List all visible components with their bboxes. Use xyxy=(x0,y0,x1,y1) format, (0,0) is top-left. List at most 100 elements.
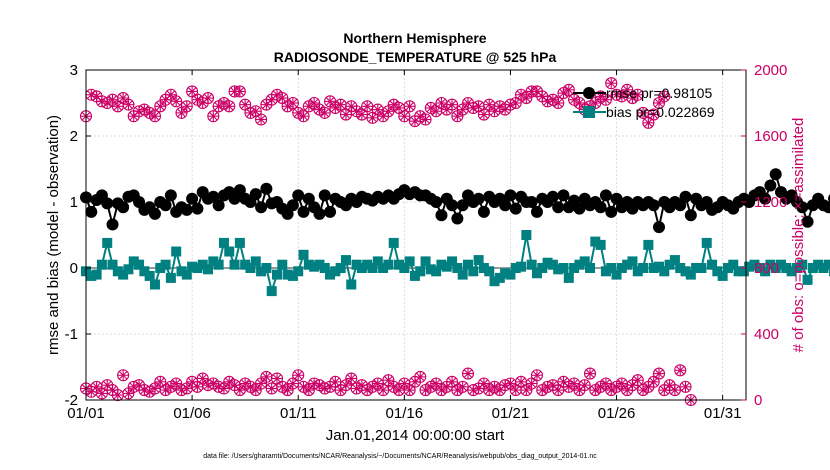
legend-rmse-label: rmse pr=0.98105 xyxy=(606,85,712,101)
bias-marker xyxy=(590,236,601,247)
obs-assimilated-marker xyxy=(563,381,575,393)
obs-assimilated-marker xyxy=(404,100,416,112)
bias-marker xyxy=(569,263,580,273)
rmse-marker xyxy=(249,188,262,201)
rmse-marker xyxy=(117,201,130,214)
bias-marker xyxy=(786,266,797,277)
bias-marker xyxy=(685,269,696,280)
obs-assimilated-marker xyxy=(435,384,447,396)
obs-assimilated-marker xyxy=(234,384,246,396)
rmse-marker xyxy=(525,196,538,208)
obs-assimilated-marker xyxy=(292,369,304,381)
y-axis-right-label: # of obs: o=possible; ×=assimilated xyxy=(790,118,807,353)
rmse-marker xyxy=(456,199,469,212)
bias-marker xyxy=(701,237,712,248)
rmse-series xyxy=(80,168,830,234)
obs-assimilated-marker xyxy=(563,84,575,96)
bias-marker xyxy=(340,255,351,266)
bias-marker xyxy=(250,256,261,267)
obs-assimilated-marker xyxy=(478,378,490,389)
obs-assimilated-marker xyxy=(398,378,410,389)
bias-marker xyxy=(394,259,405,270)
bias-marker xyxy=(383,259,394,270)
plot-frame xyxy=(85,69,747,401)
bias-marker xyxy=(261,263,272,273)
bias-marker xyxy=(218,237,229,248)
bias-marker xyxy=(653,261,664,272)
rmse-marker xyxy=(684,209,697,222)
bias-marker xyxy=(770,263,781,273)
rmse-marker xyxy=(546,190,559,203)
x-tick-label: 01/26 xyxy=(598,405,636,422)
rmse-marker xyxy=(318,189,331,202)
obs-assimilated-marker xyxy=(149,382,161,394)
bias-marker xyxy=(547,259,558,270)
obs-assimilated-marker xyxy=(674,364,686,376)
obs-assimilated-marker xyxy=(329,376,341,388)
bias-marker xyxy=(229,259,240,270)
bias-marker xyxy=(351,259,362,270)
bias-marker xyxy=(579,256,590,267)
rmse-marker xyxy=(435,209,448,222)
obs-assimilated-marker xyxy=(483,99,495,111)
bias-marker xyxy=(791,263,802,273)
bias-marker xyxy=(271,269,282,280)
bias-marker xyxy=(287,270,298,281)
bias-marker xyxy=(563,272,574,283)
bias-marker xyxy=(776,259,787,270)
obs-assimilated-marker xyxy=(489,381,501,393)
bias-marker xyxy=(489,276,500,287)
obs-assimilated-marker xyxy=(430,105,442,117)
obs-assimilated-marker xyxy=(165,89,177,101)
obs-assimilated-marker xyxy=(239,378,251,389)
obs-assimilated-marker xyxy=(133,379,145,391)
bias-marker xyxy=(425,264,436,275)
bias-marker xyxy=(600,266,611,277)
y-right-tick-label: 2000 xyxy=(754,62,787,79)
x-tick-label: 01/11 xyxy=(280,405,316,422)
rmse-marker xyxy=(759,192,772,205)
rmse-marker xyxy=(652,221,665,234)
bias-marker xyxy=(505,269,516,280)
bias-marker xyxy=(542,257,553,268)
rmse-marker xyxy=(302,192,315,205)
obs-assimilated-marker xyxy=(616,378,628,389)
obs-assimilated-marker xyxy=(680,381,692,393)
obs-assimilated-marker xyxy=(409,115,421,127)
rmse-marker xyxy=(796,201,809,214)
bias-marker xyxy=(139,266,150,277)
bias-marker xyxy=(754,263,765,273)
bias-marker xyxy=(712,266,723,277)
obs-assimilated-marker xyxy=(122,99,134,111)
obs-assimilated-marker xyxy=(372,104,384,116)
bias-marker xyxy=(112,266,123,277)
obs-assimilated-marker xyxy=(557,376,569,388)
bias-marker xyxy=(526,259,537,270)
bias-marker xyxy=(680,266,691,277)
bias-marker xyxy=(616,263,627,273)
bias-marker xyxy=(346,279,357,290)
bias-marker xyxy=(118,269,129,280)
bias-marker xyxy=(494,272,505,283)
bias-marker xyxy=(441,261,452,272)
rmse-marker xyxy=(106,218,119,231)
bias-marker xyxy=(749,259,760,270)
rmse-marker xyxy=(599,189,612,202)
obs-assimilated-marker xyxy=(361,100,373,112)
obs-assimilated-marker xyxy=(451,110,463,122)
bias-marker xyxy=(722,263,733,273)
y-left-tick-label: 3 xyxy=(70,62,78,79)
bias-marker xyxy=(234,237,245,248)
obs-assimilated-marker xyxy=(282,384,294,396)
bias-marker xyxy=(86,270,97,281)
rmse-marker xyxy=(297,205,310,218)
y-right-tick-label: 800 xyxy=(754,260,779,277)
obs-assimilated-marker xyxy=(213,381,225,393)
bias-marker xyxy=(669,255,680,266)
bias-marker xyxy=(409,270,420,281)
obs-assimilated-marker xyxy=(600,94,612,106)
bias-marker xyxy=(356,263,367,273)
obs-assimilated-marker xyxy=(319,107,331,119)
obs-assimilated-marker xyxy=(457,381,469,393)
rmse-marker xyxy=(530,205,543,218)
